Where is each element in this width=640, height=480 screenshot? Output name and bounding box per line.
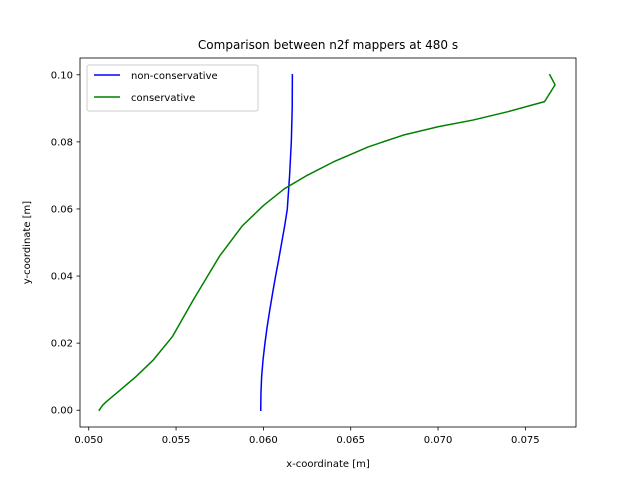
legend: non-conservative conservative <box>86 64 259 112</box>
legend-box <box>86 64 259 112</box>
y-tick-label: 0.00 <box>51 406 73 417</box>
legend-label-non-conservative: non-conservative <box>131 71 218 82</box>
series-line-conservative <box>98 73 556 412</box>
series-line-non-conservative <box>260 74 294 411</box>
y-tick-label: 0.10 <box>51 70 73 81</box>
y-axis-label: y-coordinate [m] <box>22 201 33 285</box>
x-tick-label: 0.055 <box>162 435 191 446</box>
y-tick-label: 0.02 <box>51 339 73 350</box>
x-axis-label: x-coordinate [m] <box>286 459 370 470</box>
x-tick-label: 0.075 <box>511 435 540 446</box>
x-tick-label: 0.065 <box>336 435 365 446</box>
x-tick-label: 0.050 <box>74 435 103 446</box>
x-tick-label: 0.070 <box>424 435 453 446</box>
legend-label-conservative: conservative <box>131 93 195 104</box>
plot-frame <box>79 57 577 428</box>
chart-title: Comparison between n2f mappers at 480 s <box>198 38 458 52</box>
y-tick-label: 0.06 <box>51 204 73 215</box>
y-tick-label: 0.08 <box>51 137 73 148</box>
x-tick-label: 0.060 <box>249 435 278 446</box>
y-tick-label: 0.04 <box>51 272 73 283</box>
